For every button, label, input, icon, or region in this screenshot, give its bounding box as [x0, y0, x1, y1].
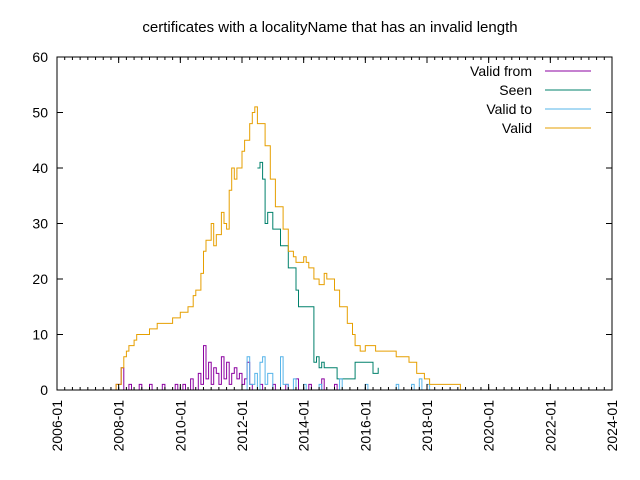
- series-valid-from-line: [111, 345, 338, 391]
- series-valid-line: [111, 106, 461, 391]
- axes: 0 10 20 30 40 50 60 2006-01 2008-01 2010-01 2012-0…: [32, 49, 620, 451]
- y-tick-label: 20: [32, 271, 48, 287]
- y-tick-label: 40: [32, 160, 48, 176]
- x-tick-label: 2024-01: [604, 400, 620, 452]
- x-tick-label: 2010-01: [172, 400, 188, 452]
- legend-label: Valid: [502, 120, 532, 136]
- x-tick-label: 2022-01: [542, 400, 558, 452]
- x-tick-label: 2016-01: [357, 400, 373, 452]
- x-tick-label: 2020-01: [481, 400, 497, 452]
- y-tick-label: 10: [32, 327, 48, 343]
- y-tick-label: 60: [32, 49, 48, 65]
- legend: Valid from Seen Valid to Valid: [470, 63, 591, 136]
- legend-label: Seen: [499, 82, 532, 98]
- y-tick-label: 50: [32, 105, 48, 121]
- x-tick-label: 2006-01: [49, 400, 65, 452]
- legend-label: Valid from: [470, 63, 532, 79]
- series-seen-line: [257, 161, 379, 380]
- x-tick-label: 2018-01: [419, 400, 435, 452]
- plot-lines: [111, 106, 461, 391]
- x-tick-label: 2012-01: [234, 400, 250, 452]
- y-tick-label: 0: [40, 382, 48, 398]
- x-tick-label: 2014-01: [296, 400, 312, 452]
- y-tick-label: 30: [32, 216, 48, 232]
- chart-title: certificates with a localityName that ha…: [142, 19, 517, 36]
- x-tick-label: 2008-01: [111, 400, 127, 452]
- legend-label: Valid to: [486, 101, 532, 117]
